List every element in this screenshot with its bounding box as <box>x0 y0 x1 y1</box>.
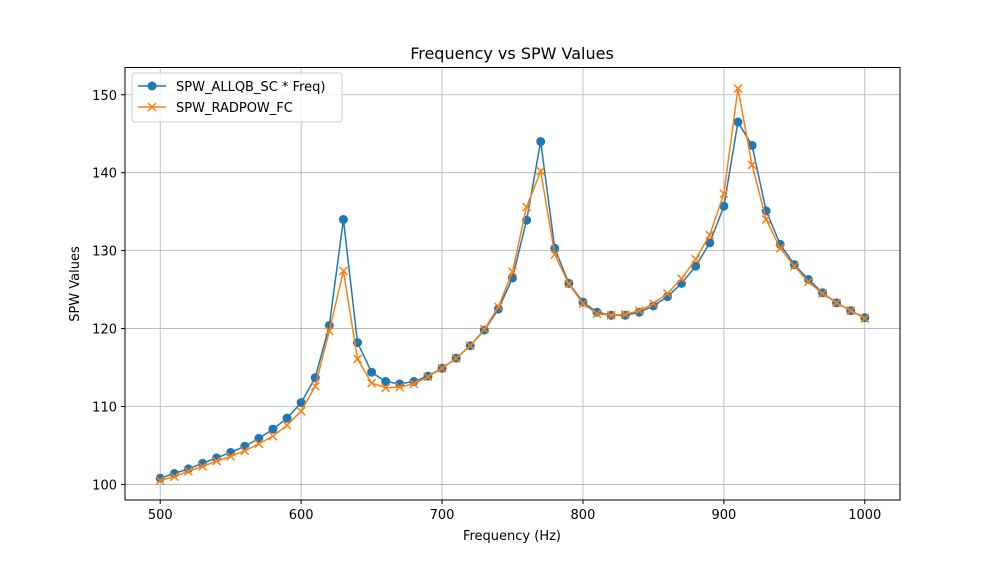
legend: SPW_ALLQB_SC * Freq) SPW_RADPOW_FC <box>131 72 343 123</box>
data-point <box>437 363 447 373</box>
data-point <box>465 341 475 351</box>
legend-label-2: SPW_RADPOW_FC <box>176 101 293 116</box>
legend-marker-2 <box>147 102 157 112</box>
data-point <box>606 310 616 320</box>
data-point <box>226 451 236 461</box>
data-point <box>634 306 644 316</box>
y-tick-label: 110 <box>92 400 117 415</box>
data-point <box>409 379 419 389</box>
data-point <box>592 309 602 319</box>
data-point <box>803 277 813 287</box>
data-point <box>296 406 306 416</box>
data-point <box>183 466 193 476</box>
data-point <box>832 298 842 308</box>
data-point <box>860 313 870 323</box>
data-point <box>536 166 546 176</box>
data-point <box>719 189 729 199</box>
data-point <box>705 230 715 240</box>
series-line <box>159 119 866 479</box>
data-point <box>338 214 348 224</box>
data-point <box>775 243 785 253</box>
data-point <box>536 137 546 147</box>
data-point <box>691 254 701 264</box>
data-point <box>803 274 813 284</box>
x-tick-label: 600 <box>289 508 314 523</box>
data-point <box>691 261 701 271</box>
y-tick-label: 140 <box>92 167 117 182</box>
data-point <box>705 238 715 248</box>
data-point <box>282 413 292 423</box>
data-point <box>268 424 278 434</box>
data-point <box>648 301 658 311</box>
data-point <box>662 288 673 299</box>
data-point <box>310 381 320 391</box>
y-tick-label: 130 <box>92 245 117 260</box>
data-point <box>338 266 348 276</box>
data-point <box>817 288 828 299</box>
data-point <box>747 140 757 150</box>
data-point <box>169 472 179 482</box>
x-tick-label: 800 <box>571 508 596 523</box>
data-point <box>367 367 377 377</box>
data-point <box>155 475 165 486</box>
data-point <box>648 299 658 309</box>
legend-box <box>131 72 343 123</box>
data-point <box>423 372 433 382</box>
data-point <box>479 324 489 334</box>
legend-label-1: SPW_ALLQB_SC * Freq) <box>176 80 325 95</box>
data-point <box>677 274 687 284</box>
legend-marker-1 <box>147 81 157 91</box>
x-axis: 500 600 700 800 900 1000 <box>148 500 881 523</box>
data-point <box>564 279 574 289</box>
plot-area-frame <box>124 67 901 501</box>
x-tick-label: 700 <box>430 508 455 523</box>
y-tick-label: 150 <box>92 89 117 104</box>
x-tick-label: 900 <box>711 508 736 523</box>
data-point <box>719 201 729 211</box>
data-point <box>254 439 264 449</box>
data-point <box>268 431 278 441</box>
series-2 <box>155 84 870 486</box>
grid <box>125 67 900 500</box>
data-point <box>381 377 391 387</box>
data-point <box>733 117 743 127</box>
chart-title: Frequency vs SPW Values <box>410 44 614 63</box>
data-point <box>578 299 588 309</box>
data-point <box>846 306 856 316</box>
data-point <box>620 310 630 320</box>
y-tick-label: 120 <box>92 323 117 338</box>
data-point <box>789 261 799 271</box>
data-point <box>367 378 377 388</box>
data-point <box>550 249 560 260</box>
data-point <box>212 456 222 466</box>
data-point <box>733 84 743 94</box>
data-point <box>761 214 771 224</box>
data-point <box>282 420 292 430</box>
data-point <box>352 354 363 364</box>
data-point <box>296 398 306 408</box>
x-tick-label: 1000 <box>848 508 881 523</box>
data-point <box>493 302 503 312</box>
data-point <box>747 160 757 170</box>
series-layer <box>155 84 870 486</box>
x-tick-label: 500 <box>148 508 173 523</box>
data-point <box>550 243 560 253</box>
data-point <box>507 267 518 277</box>
data-point <box>395 382 405 392</box>
data-point <box>522 202 532 212</box>
x-axis-label: Frequency (Hz) <box>463 529 561 544</box>
data-point <box>451 353 461 363</box>
data-point <box>381 383 391 393</box>
y-axis-label: SPW Values <box>68 246 83 322</box>
data-point <box>240 446 250 456</box>
data-point <box>677 278 687 288</box>
data-point <box>324 326 334 336</box>
y-tick-label: 100 <box>92 478 117 493</box>
y-axis: 100 110 120 130 140 150 <box>92 89 125 493</box>
data-point <box>197 461 208 472</box>
series-line <box>160 88 866 482</box>
